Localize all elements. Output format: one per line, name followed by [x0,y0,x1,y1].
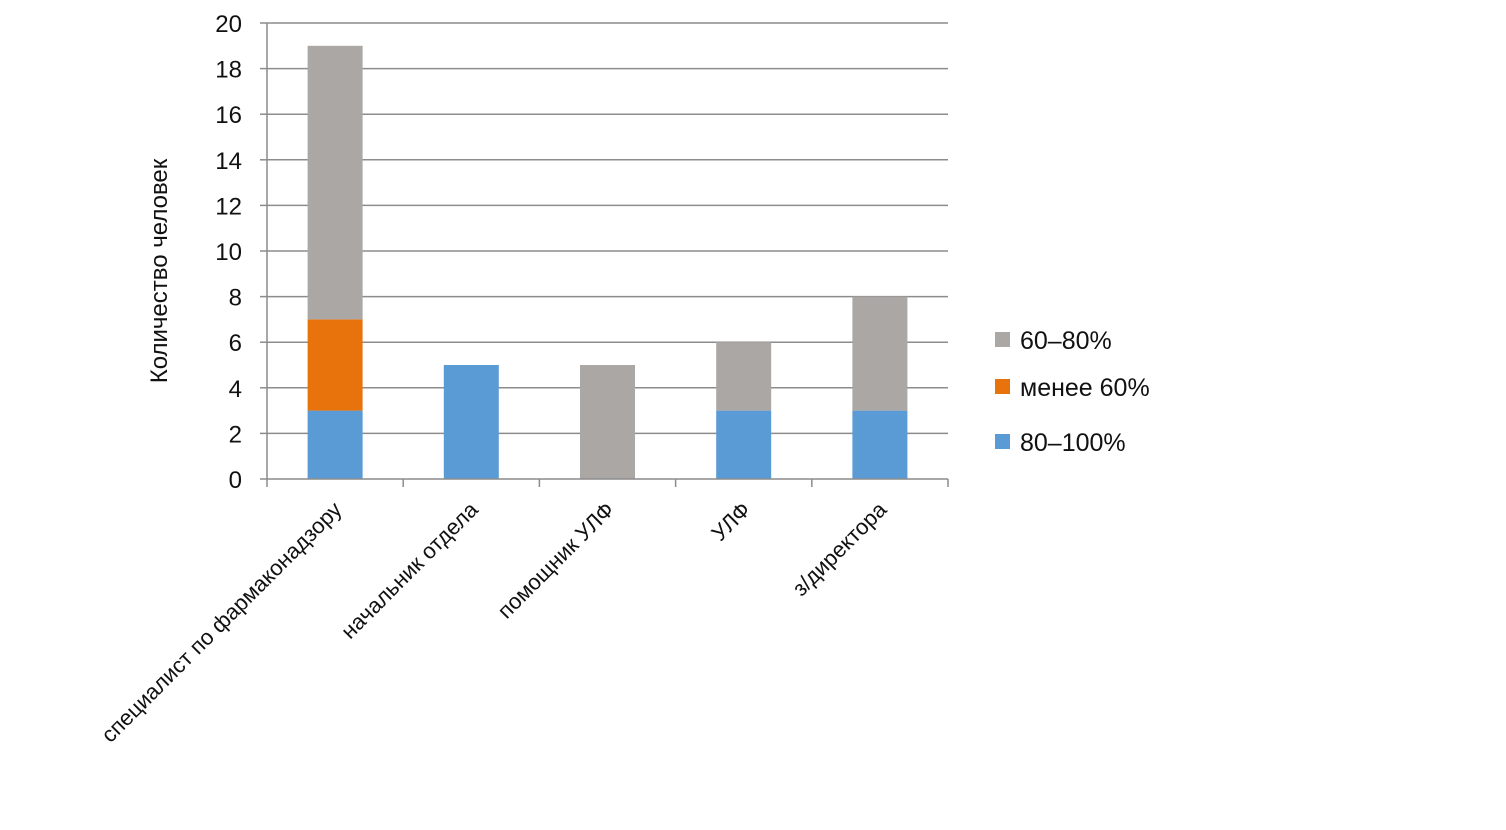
bar-segment [307,45,363,320]
bar-segment [716,342,772,411]
bar-segment [307,319,363,411]
y-tick-label: 0 [229,467,242,494]
legend-label: 60–80% [1020,327,1112,355]
bar-segment [852,296,908,411]
legend-swatch [995,434,1010,449]
y-tick-label: 20 [215,11,242,38]
y-tick-label: 4 [229,376,242,403]
axes: 0 2 4 6 8 10 12 14 16 18 20 специалист по фармакона… [96,11,949,747]
y-tick-label: 6 [229,330,242,357]
legend-swatch [995,379,1010,394]
y-tick-label: 2 [229,421,242,448]
x-category-label: помощник УЛФ [492,497,619,624]
bar-segment [443,365,499,479]
y-axis-title: Количество человек [146,158,173,383]
y-tick-label: 12 [215,193,242,220]
bars [307,45,908,479]
y-tick-label: 10 [215,239,242,266]
x-category-label: УЛФ [706,497,755,546]
x-category-label: з/директора [787,496,892,601]
x-category-label: специалист по фармаконадзору [96,497,346,747]
bar-segment [307,410,363,479]
gridlines [267,22,948,435]
x-category-label: начальник отдела [336,496,483,643]
y-tick-label: 18 [215,57,242,84]
legend: 60–80% менее 60% 80–100% [995,327,1150,457]
bar-segment [580,365,635,479]
legend-label: менее 60% [1020,374,1150,402]
legend-label: 80–100% [1020,429,1126,457]
y-tick-label: 8 [229,285,242,312]
bar-segment [716,410,772,479]
bar-segment [852,410,908,479]
legend-swatch [995,332,1010,347]
y-tick-label: 16 [215,102,242,129]
y-tick-label: 14 [215,148,242,175]
